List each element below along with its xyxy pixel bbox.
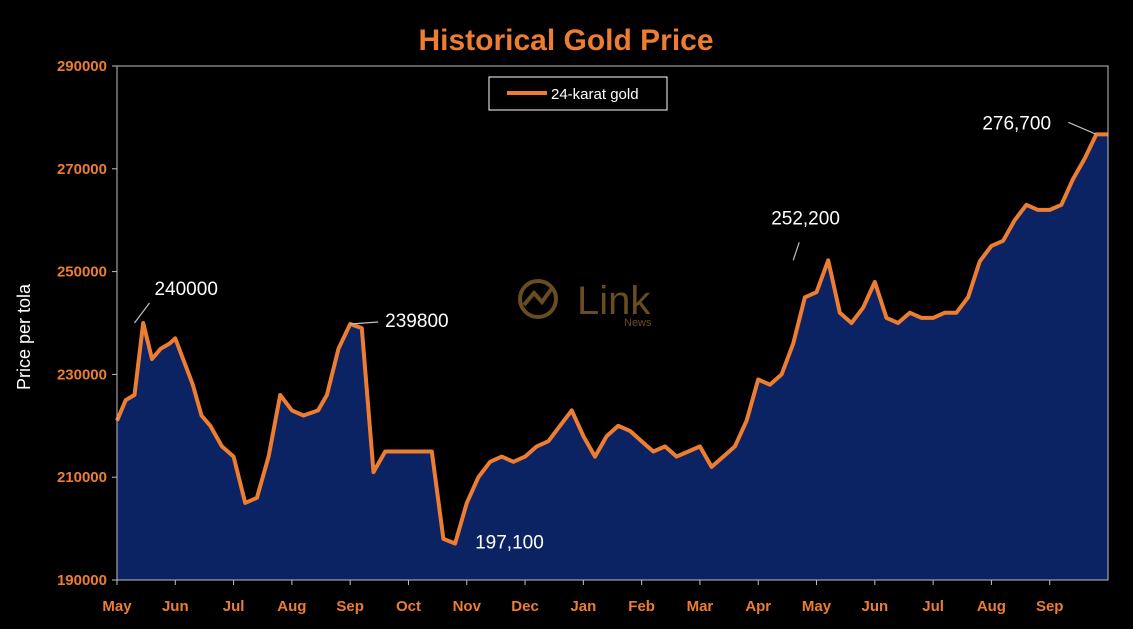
- annotation-label: 252,200: [771, 208, 840, 229]
- x-tick-label: Apr: [745, 598, 771, 615]
- annotations: 240000 239800 197,100 252,200 276,700: [134, 113, 1097, 554]
- legend-label: 24-karat gold: [551, 86, 639, 103]
- y-tick-label: 190000: [57, 572, 107, 589]
- y-tick-label: 210000: [57, 469, 107, 486]
- x-tick-label: Dec: [511, 598, 539, 615]
- annotation-leader: [792, 242, 800, 261]
- annotation-label: 197,100: [475, 533, 544, 554]
- x-tick-label: Nov: [453, 598, 482, 615]
- x-tick-label: Jul: [922, 598, 944, 615]
- watermark: Link News: [518, 279, 652, 329]
- x-tick-label: Sep: [336, 598, 364, 615]
- y-tick-label: 250000: [57, 264, 107, 281]
- watermark-brand: Link: [577, 279, 651, 323]
- legend: 24-karat gold: [488, 76, 668, 111]
- y-tick-label: 230000: [57, 366, 107, 383]
- annotation-label: 276,700: [982, 113, 1051, 134]
- watermark-sub: News: [624, 317, 652, 329]
- x-tick-label: Jan: [570, 598, 596, 615]
- x-tick-label: Feb: [628, 598, 655, 615]
- x-tick-label: Aug: [277, 598, 306, 615]
- x-tick-label: Jul: [223, 598, 245, 615]
- annotation-leader: [350, 321, 379, 325]
- x-tick-label: Jun: [162, 598, 189, 615]
- x-tick-label: Aug: [977, 598, 1006, 615]
- annotation-leader: [134, 302, 150, 324]
- x-tick-label: Sep: [1036, 598, 1064, 615]
- plot-area: [115, 132, 1108, 580]
- axes: 190000 210000 230000 250000 270000 290000 May J…: [57, 58, 1109, 615]
- chart-title: Historical Gold Price: [418, 24, 713, 57]
- x-tick-label: Oct: [396, 598, 421, 615]
- x-tick-label: May: [802, 598, 832, 615]
- y-tick-label: 290000: [57, 58, 107, 75]
- y-axis-label: Price per tola: [14, 283, 34, 390]
- plot-border: [116, 65, 1109, 581]
- annotation-label: 239800: [385, 311, 448, 332]
- x-tick-label: Mar: [687, 598, 714, 615]
- x-tick-label: Jun: [861, 598, 888, 615]
- series-line: [115, 132, 1108, 546]
- annotation-leader: [1068, 121, 1097, 135]
- annotation-label: 240000: [154, 279, 217, 300]
- link-logo-icon: [518, 279, 558, 319]
- x-tick-label: May: [102, 598, 132, 615]
- y-tick-label: 270000: [57, 161, 107, 178]
- series-area: [117, 134, 1108, 580]
